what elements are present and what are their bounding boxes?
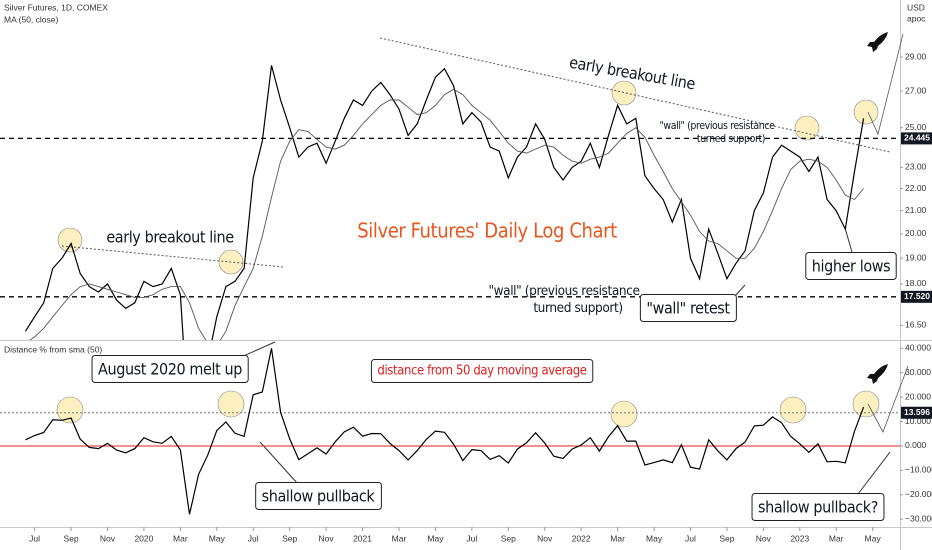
y-tick-label: 21.00 (905, 205, 927, 215)
x-tick-label: Sep (63, 533, 78, 543)
rocket-icon (867, 32, 888, 384)
y-tick-label: 0.000 (905, 440, 927, 450)
y-tick-label: 20.00 (905, 228, 927, 238)
annotation: "wall" retest (639, 294, 737, 322)
annotation-text: turned support) (533, 300, 622, 316)
annotation-box (255, 482, 382, 510)
annotation: shallow pullback (255, 482, 382, 510)
x-tick-label: Nov (756, 533, 772, 543)
x-tick-label: May (427, 533, 444, 543)
x-tick-label: Jul (466, 533, 477, 543)
annotation-text: "wall" (previous resistance (659, 120, 775, 132)
indicator-title: Distance % from sma (50) (4, 344, 102, 354)
y-tick-label: 10.000 (905, 416, 931, 426)
annotation-text: shallow pullback? (758, 498, 878, 517)
level-badge (901, 132, 932, 145)
pointer (854, 451, 891, 499)
y-tick-label: 29.00 (905, 51, 927, 61)
level-label: 24.445 (904, 133, 930, 143)
annotation: August 2020 melt up (91, 355, 249, 383)
annotation-box (639, 294, 737, 322)
y-tick-label: 30.000 (905, 367, 931, 377)
annotation-text: turned support) (697, 133, 765, 145)
annotation: shallow pullback? (751, 493, 885, 521)
annotation-text: distance from 50 day moving average (377, 364, 586, 379)
x-tick-label: Mar (173, 533, 188, 543)
y-tick-label: 16.50 (905, 320, 927, 330)
annotation-text: early breakout line (106, 228, 234, 247)
y-tick-label: −10.000 (905, 465, 932, 475)
y-tick-label: 25.00 (905, 122, 927, 132)
annotation-text: higher lows (812, 257, 890, 276)
x-tick-label: 2021 (353, 533, 372, 543)
x-tick-label: Jul (685, 533, 696, 543)
annotation-box (805, 252, 897, 280)
x-tick-label: Jul (29, 533, 40, 543)
x-tick-label: Nov (319, 533, 335, 543)
pointer (844, 227, 853, 253)
level-label: 13.596 (904, 407, 930, 417)
ma-label: MA (50, close) (4, 14, 58, 24)
series-line (29, 88, 864, 340)
x-tick-label: Mar (392, 533, 407, 543)
x-tick-label: 2023 (790, 533, 809, 543)
y-tick-label: 27.00 (905, 85, 927, 95)
series-line (24, 65, 865, 340)
x-tick-label: Mar (829, 533, 844, 543)
annotation-text: Silver Futures' Daily Log Chart (357, 219, 617, 243)
annotation-text: "wall" (previous resistance (488, 283, 639, 299)
annotation-text: August 2020 melt up (98, 360, 242, 379)
annotation: early breakout line (106, 228, 234, 247)
y-tick-label: 22.00 (905, 183, 927, 193)
level-label: 17.520 (904, 291, 930, 301)
annotation-box (91, 355, 249, 383)
trend-line (61, 245, 284, 268)
x-tick-label: 2022 (572, 533, 591, 543)
projection-arrow (867, 365, 909, 433)
y-tick-label: 18.00 (905, 278, 927, 288)
x-tick-label: May (209, 533, 226, 543)
unit-label: USD (907, 2, 925, 12)
annotation-box (370, 359, 594, 383)
y-tick-label: 23.00 (905, 162, 927, 172)
level-badge (901, 406, 932, 419)
annotation-box (751, 493, 885, 521)
author-label: apoc (907, 13, 926, 23)
x-tick-label: Sep (501, 533, 516, 543)
projection-arrow (867, 33, 904, 136)
annotation-text: "wall" retest (646, 299, 730, 318)
x-tick-label: 2020 (134, 533, 153, 543)
y-tick-label: 20.000 (905, 391, 931, 401)
highlights (56, 80, 880, 428)
y-tick-label: −30.000 (905, 513, 932, 523)
x-tick-label: Jul (248, 533, 259, 543)
annotation: distance from 50 day moving average (370, 359, 594, 383)
annotation: higher lows (805, 252, 897, 280)
x-tick-label: May (646, 533, 663, 543)
x-tick-label: Sep (282, 533, 297, 543)
x-tick-label: Nov (100, 533, 116, 543)
pointer (734, 284, 746, 297)
y-tick-label: 19.00 (905, 253, 927, 263)
trend-line (379, 37, 891, 153)
x-tick-label: Mar (610, 533, 625, 543)
y-tick-label: −20.000 (905, 489, 932, 499)
level-badge (901, 290, 932, 303)
x-tick-label: Sep (719, 533, 734, 543)
annotation: Silver Futures' Daily Log Chart (357, 219, 617, 243)
annotation-text: shallow pullback (262, 487, 376, 506)
series-line (25, 348, 865, 515)
pointer (259, 441, 299, 485)
x-tick-label: May (865, 533, 882, 543)
chart-title: Silver Futures, 1D, COMEX (4, 2, 108, 12)
y-tick-label: 40.000 (905, 343, 931, 353)
x-tick-label: Nov (537, 533, 553, 543)
